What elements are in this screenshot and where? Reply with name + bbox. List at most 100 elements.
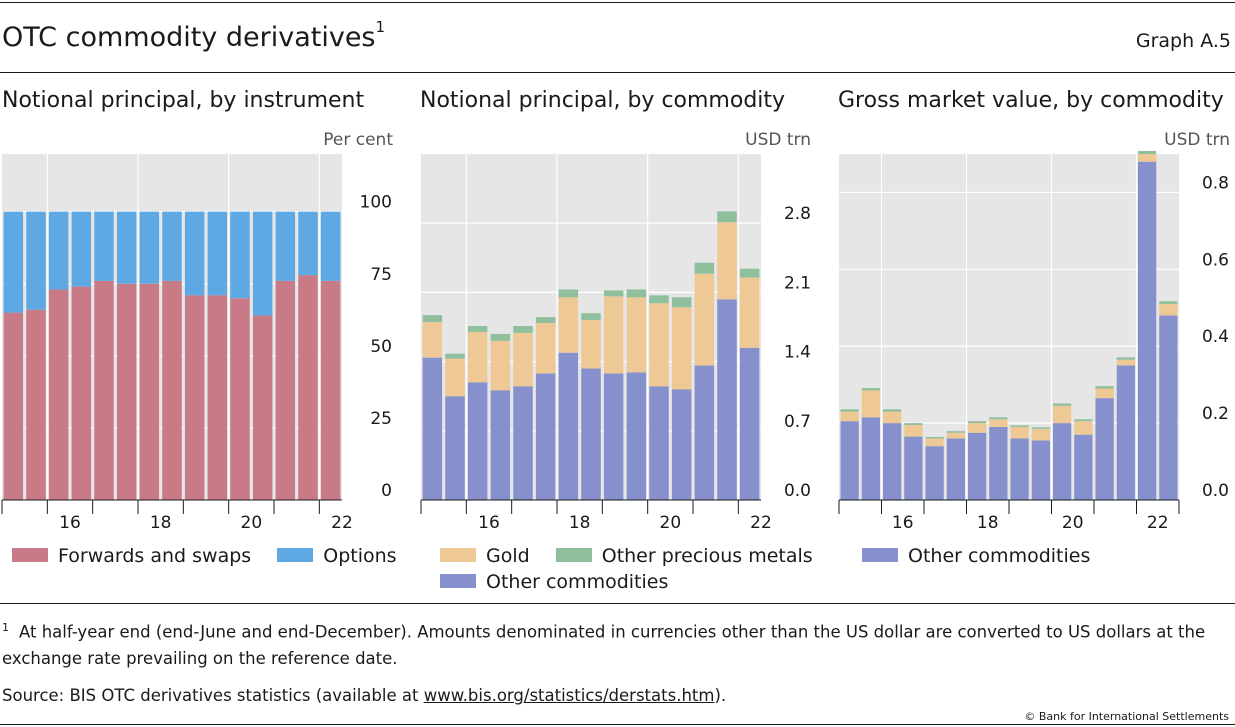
x-tick-label-16: 16 (59, 513, 81, 533)
page-title: OTC commodity derivatives1 (2, 18, 386, 53)
bar-gold-5 (946, 432, 966, 439)
bar-other-precious-metals-3 (904, 423, 923, 426)
bar-other-commodities-7 (989, 426, 1008, 500)
bar-other-precious-metals-13 (717, 211, 737, 223)
legend-gross: Other commodities (862, 545, 1110, 567)
bar-gold-5 (535, 323, 556, 374)
bar-other-precious-metals-0 (422, 315, 443, 323)
y-tick-label-0: 0.0 (784, 481, 811, 501)
bar-other-commodities-13 (717, 299, 737, 500)
bar-gold-12 (694, 273, 715, 366)
legend-swatch-forwards (12, 547, 48, 562)
bar-other-precious-metals-14 (1137, 150, 1157, 154)
bar-other-precious-metals-1 (861, 388, 881, 391)
legend-item-forwards: Forwards and swaps (12, 545, 251, 567)
bar-other-commodities-3 (490, 390, 511, 500)
bar-gold-13 (717, 222, 737, 300)
x-tick-label-22: 22 (331, 513, 353, 533)
bar-gold-15 (1159, 303, 1178, 316)
bar-options-11 (252, 211, 273, 316)
legend-commodity-row2: Other commodities (440, 571, 688, 593)
legend-swatch-gold (440, 547, 476, 562)
legend-instrument: Forwards and swaps Options (12, 545, 417, 567)
bar-other-precious-metals-8 (603, 290, 624, 297)
bar-other-commodities-14 (739, 347, 760, 500)
bar-options-12 (275, 211, 296, 281)
bar-forwards-and-swaps-13 (298, 275, 318, 500)
y-tick-label-1: 0.2 (1202, 404, 1229, 424)
bar-other-precious-metals-5 (946, 431, 966, 433)
bar-other-commodities-11 (1074, 434, 1093, 500)
bar-other-commodities-6 (558, 352, 579, 500)
panel-title-commodity: Notional principal, by commodity (420, 88, 786, 113)
bar-other-commodities-10 (649, 386, 669, 500)
legend-commodity: Gold Other precious metals (440, 545, 833, 567)
bar-other-precious-metals-3 (490, 333, 511, 341)
bar-other-precious-metals-9 (1031, 427, 1051, 429)
legend-swatch-gross-other-commodities (862, 547, 898, 562)
bar-other-commodities-9 (1031, 440, 1051, 500)
bar-forwards-and-swaps-6 (139, 283, 160, 500)
y-tick-label-0: 0.0 (1202, 481, 1229, 501)
source-link[interactable]: www.bis.org/statistics/derstats.htm (423, 686, 715, 705)
bar-other-precious-metals-12 (1095, 386, 1114, 389)
bar-other-precious-metals-14 (739, 268, 760, 278)
bar-other-commodities-4 (925, 446, 944, 500)
bar-other-commodities-0 (840, 421, 859, 500)
bar-other-precious-metals-6 (558, 289, 579, 298)
bar-other-commodities-14 (1137, 161, 1157, 500)
x-tick-label-18: 18 (977, 513, 999, 533)
bar-options-8 (184, 211, 205, 296)
bar-gold-10 (649, 303, 669, 387)
bar-other-commodities-11 (671, 389, 692, 500)
bar-other-precious-metals-15 (1159, 301, 1178, 304)
source-note: Source: BIS OTC derivatives statistics (… (2, 686, 727, 705)
bar-other-precious-metals-6 (967, 421, 987, 424)
bar-options-9 (207, 211, 228, 296)
bar-gold-1 (861, 390, 881, 418)
graph-number: Graph A.5 (1135, 30, 1231, 52)
bar-options-0 (3, 211, 24, 313)
bar-forwards-and-swaps-1 (26, 309, 46, 500)
bar-options-2 (48, 211, 69, 290)
bar-forwards-and-swaps-11 (252, 315, 273, 500)
bar-forwards-and-swaps-14 (320, 280, 341, 500)
x-tick-label-18: 18 (150, 513, 172, 533)
unit-label-instrument: Per cent (323, 130, 393, 150)
bar-other-commodities-10 (1052, 423, 1072, 500)
bar-other-precious-metals-12 (694, 262, 715, 274)
bar-other-precious-metals-11 (1074, 419, 1093, 422)
bar-other-commodities-5 (535, 373, 556, 500)
bar-other-precious-metals-2 (882, 409, 902, 412)
top-rule (0, 2, 1235, 3)
bar-other-precious-metals-10 (649, 295, 669, 304)
bar-other-precious-metals-7 (989, 417, 1008, 420)
legend-item-other-commodities: Other commodities (440, 571, 668, 593)
bar-forwards-and-swaps-8 (184, 295, 205, 500)
bar-gold-14 (739, 277, 760, 348)
bar-gold-13 (1116, 359, 1136, 366)
bar-gold-9 (626, 297, 647, 373)
bar-options-13 (298, 211, 318, 276)
bar-gold-7 (989, 419, 1008, 427)
unit-label-gross: USD trn (1164, 130, 1230, 150)
x-tick-label-20: 20 (241, 513, 263, 533)
bar-other-precious-metals-2 (467, 326, 488, 332)
bar-forwards-and-swaps-5 (116, 283, 137, 500)
bar-other-commodities-15 (1159, 315, 1178, 500)
bar-gold-8 (603, 296, 624, 374)
y-tick-label-3: 75 (370, 265, 392, 285)
bar-options-6 (139, 211, 160, 284)
bar-other-precious-metals-4 (513, 326, 533, 333)
bar-options-10 (230, 211, 250, 299)
bar-gold-2 (882, 411, 902, 424)
title-rule (0, 72, 1235, 73)
bar-other-precious-metals-13 (1116, 357, 1136, 360)
bar-other-commodities-2 (467, 382, 488, 500)
legend-swatch-other-precious (555, 547, 592, 562)
bar-gold-6 (558, 297, 579, 353)
bar-other-precious-metals-11 (671, 297, 692, 308)
chart-instrument: 16 18 20 22 0 25 50 75 100 (1, 154, 392, 533)
bar-gold-10 (1052, 405, 1072, 424)
bar-other-precious-metals-0 (840, 409, 859, 412)
